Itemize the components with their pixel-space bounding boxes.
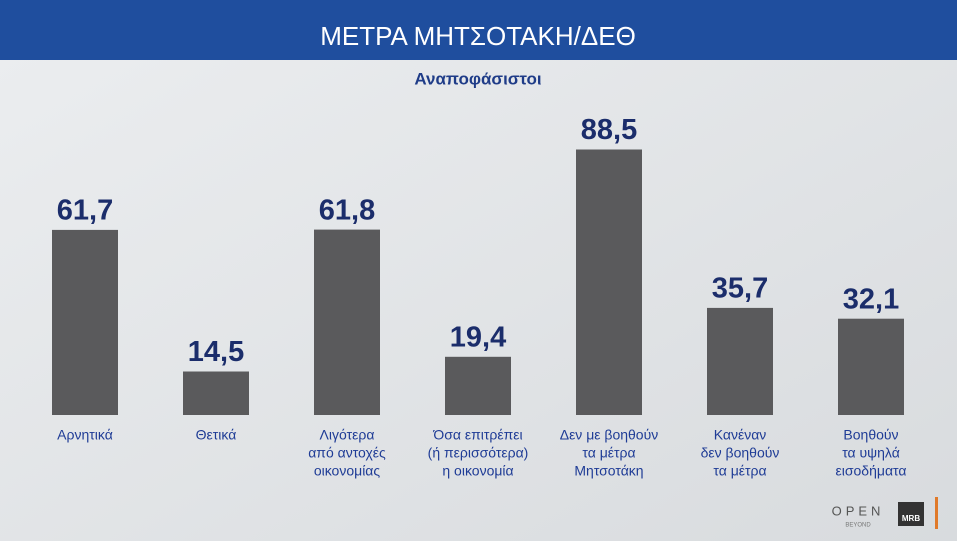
- header-bar: [0, 0, 957, 60]
- value-label: 88,5: [581, 114, 637, 146]
- chart-title: ΜΕΤΡΑ ΜΗΤΣΟΤΑΚΗ/ΔΕΘ: [320, 21, 636, 51]
- category-label: οικονομίας: [314, 463, 381, 479]
- bar: [314, 229, 380, 415]
- value-label: 61,7: [57, 195, 113, 227]
- bar: [707, 307, 773, 415]
- logo-open: OPEN: [832, 503, 885, 518]
- bar: [52, 229, 118, 415]
- category-label: Κανέναν: [714, 427, 767, 443]
- value-label: 61,8: [319, 194, 375, 226]
- category-label: Δεν με βοηθούν: [560, 427, 659, 443]
- category-label: (ή περισσότερα): [428, 445, 529, 461]
- category-label: Θετικά: [196, 427, 237, 443]
- category-label: τα υψηλά: [842, 445, 900, 461]
- category-label: εισοδήματα: [836, 463, 907, 479]
- category-label: Λιγότερα: [320, 427, 375, 443]
- bar: [576, 149, 642, 415]
- bar: [838, 318, 904, 415]
- logo-mrb: MRB: [902, 514, 920, 523]
- category-label: από αντοχές: [308, 445, 386, 461]
- value-label: 32,1: [843, 283, 899, 315]
- category-label: Αρνητικά: [57, 427, 113, 443]
- category-label: Βοηθούν: [843, 427, 898, 443]
- logo-accent: [935, 497, 938, 529]
- category-label: δεν βοηθούν: [701, 445, 780, 461]
- category-label: τα μέτρα: [713, 463, 766, 479]
- logo-beyond: BEYOND: [845, 523, 871, 529]
- category-label: Όσα επιτρέπει: [432, 427, 522, 443]
- value-label: 35,7: [712, 273, 768, 305]
- logo-mrb-box: [898, 502, 924, 526]
- value-label: 14,5: [188, 336, 244, 368]
- chart-subtitle: Αναποφάσιστοι: [414, 69, 542, 88]
- value-label: 19,4: [450, 321, 506, 353]
- bar: [183, 371, 249, 415]
- category-label: τα μέτρα: [582, 445, 635, 461]
- bar: [445, 356, 511, 415]
- category-label: η οικονομία: [442, 463, 513, 479]
- category-label: Μητσοτάκη: [574, 463, 643, 479]
